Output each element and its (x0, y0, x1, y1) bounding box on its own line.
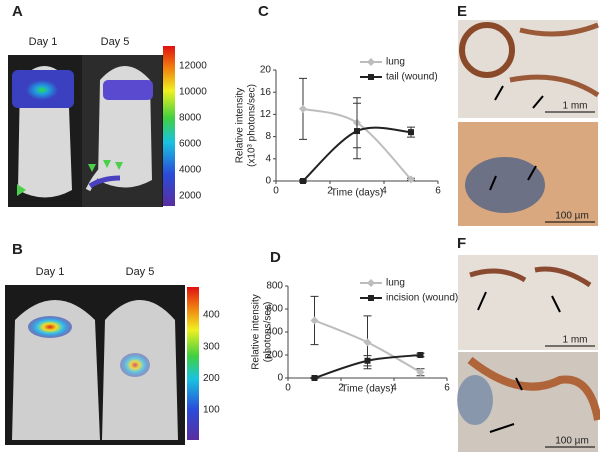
y-tick-label: 800 (266, 281, 283, 292)
marker (363, 338, 372, 347)
marker (367, 279, 375, 287)
marker (416, 368, 425, 377)
marker (368, 74, 374, 80)
marker (364, 357, 371, 364)
x-tick-label: 4 (381, 186, 387, 197)
panel-label: A (12, 3, 23, 20)
x-tick-label: 6 (444, 383, 450, 394)
scale-bar-label: 100 µm (555, 211, 589, 222)
colorbar-label: 10000 (179, 87, 207, 98)
marker (408, 129, 414, 136)
histology-e (458, 20, 600, 226)
marker (311, 375, 318, 381)
colorbar-label: 4000 (179, 165, 202, 176)
colorbar-label: 6000 (179, 139, 202, 150)
day-label: Day 5 (101, 36, 130, 48)
colorbar-label: 2000 (179, 191, 202, 202)
day-label: Day 1 (29, 36, 58, 48)
panel-label: B (12, 241, 23, 258)
x-tick-label: 6 (435, 186, 441, 197)
marker (417, 352, 424, 358)
colorbar-label: 400 (203, 310, 220, 321)
day-label: Day 1 (36, 266, 65, 278)
imaging-a (8, 46, 175, 207)
y-tick-label: 16 (260, 87, 272, 98)
legend-label: lung (386, 57, 405, 68)
y-tick-label: 200 (266, 350, 283, 361)
y-tick-label: 20 (260, 65, 272, 76)
y-axis-label: (photons/sec) (263, 302, 274, 363)
colorbar-label: 100 (203, 405, 220, 416)
marker (310, 316, 319, 325)
legend-label: lung (386, 278, 405, 289)
colorbar-label: 200 (203, 373, 220, 384)
panel-label: C (258, 3, 269, 20)
y-tick-label: 8 (265, 131, 271, 142)
x-axis-label: Time (days) (341, 384, 393, 395)
y-tick-label: 600 (266, 304, 283, 315)
marker (407, 175, 415, 184)
imaging-b (5, 285, 199, 445)
marker (368, 295, 374, 301)
panel-label: D (270, 249, 281, 266)
x-tick-label: 2 (327, 186, 333, 197)
marker (299, 104, 307, 113)
x-tick-label: 2 (338, 383, 344, 394)
panel-label: E (457, 3, 467, 20)
y-tick-label: 400 (266, 327, 283, 338)
histology-f (457, 255, 600, 452)
scale-bar-label: 1 mm (563, 335, 588, 346)
marker (354, 128, 360, 135)
day-label: Day 5 (126, 266, 155, 278)
legend-label: incision (wound) (386, 293, 458, 304)
marker (300, 178, 306, 184)
y-axis-label: (x10³ photons/sec) (247, 84, 258, 167)
colorbar-label: 300 (203, 341, 220, 352)
x-tick-label: 0 (273, 186, 279, 197)
x-axis-label: Time (days) (331, 188, 383, 199)
y-tick-label: 0 (277, 373, 283, 384)
marker (367, 58, 375, 66)
y-axis-label: Relative intensity (235, 88, 246, 164)
y-tick-label: 12 (260, 109, 272, 120)
panel-label: F (457, 235, 466, 252)
scale-bar-label: 1 mm (563, 101, 588, 112)
colorbar-label: 12000 (179, 61, 207, 72)
legend-label: tail (wound) (386, 72, 438, 83)
scale-bar-label: 100 µm (555, 436, 589, 447)
y-axis-label: Relative intensity (251, 294, 262, 370)
colorbar-label: 8000 (179, 113, 202, 124)
y-tick-label: 4 (265, 153, 271, 164)
y-tick-label: 0 (265, 176, 271, 187)
x-tick-label: 0 (285, 383, 291, 394)
x-tick-label: 4 (391, 383, 397, 394)
